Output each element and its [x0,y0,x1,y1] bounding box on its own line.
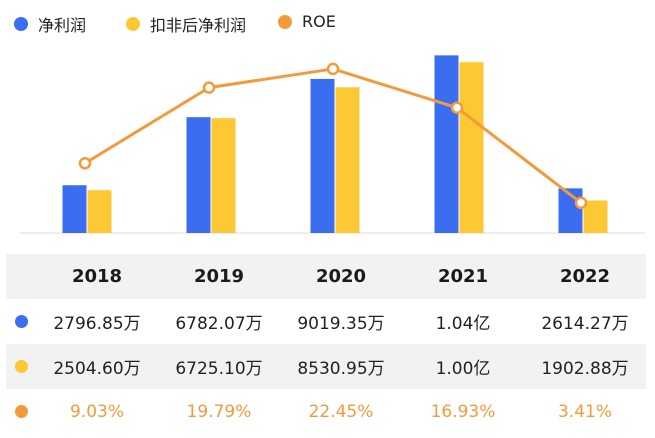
legend-label-net-profit: 净利润 [38,16,87,35]
legend-label-roe: ROE [302,12,336,31]
bar-deducted-profit-2022 [583,200,608,233]
table-cell: 2614.27万 [541,314,629,334]
table-cell: 2504.60万 [53,359,141,379]
table-cell: 1.00亿 [435,359,491,379]
table-cell: 8530.95万 [297,359,385,379]
roe-marker-dot [14,405,28,418]
table-header-2020: 2020 [315,266,367,287]
table-header-row: 2018 2019 2020 2021 2022 [6,254,646,299]
row-marker-roe [6,405,36,418]
bar-deducted-profit-2021 [459,62,484,234]
roe-point-2019 [202,81,216,94]
bar-deducted-profit-2020 [335,87,360,233]
bar-net-profit-2018 [62,185,87,233]
deducted-profit-marker-dot [14,360,28,373]
legend-item-roe[interactable]: ROE [278,12,336,31]
table-header-2022: 2022 [559,266,611,287]
table-cell: 16.93% [430,401,496,422]
table-row-net-profit: 2796.85万 6782.07万 9019.35万 1.04亿 2614.27… [6,299,646,344]
row-marker-deducted-profit [6,360,36,373]
table-cell: 22.45% [308,401,374,422]
table-cell: 19.79% [186,401,252,422]
roe-point-2021 [450,101,464,114]
legend-label-deducted-profit: 扣非后净利润 [150,16,247,35]
legend-item-deducted-profit[interactable]: 扣非后净利润 [126,12,246,36]
chart-legend: 净利润 扣非后净利润 ROE [0,0,655,44]
data-table: 2018 2019 2020 2021 2022 2796.85万 6782.0… [6,254,646,434]
legend-dot-roe [278,14,292,29]
table-cell: 9019.35万 [297,314,385,334]
profit-roe-chart [20,55,645,234]
table-cell: 6725.10万 [175,359,263,379]
net-profit-marker-dot [14,315,28,328]
table-row-deducted-profit: 2504.60万 6725.10万 8530.95万 1.00亿 1902.88… [6,344,646,389]
bar-net-profit-2019 [186,117,211,233]
bar-net-profit-2021 [434,55,459,234]
table-header-2018: 2018 [71,266,123,287]
table-cell: 3.41% [557,401,612,422]
table-header-2019: 2019 [193,266,245,287]
bar-net-profit-2020 [310,78,335,234]
table-cell: 2796.85万 [53,314,141,334]
row-marker-net-profit [6,315,36,328]
table-cell: 9.03% [69,401,124,422]
roe-point-2022 [574,196,588,210]
table-cell: 1902.88万 [541,359,629,379]
legend-dot-deducted-profit [126,17,140,31]
bar-deducted-profit-2019 [211,118,236,233]
legend-item-net-profit[interactable]: 净利润 [14,12,86,36]
table-cell: 6782.07万 [175,314,263,334]
roe-point-2020 [326,62,340,76]
table-cell: 1.04亿 [435,314,491,334]
table-row-roe: 9.03% 19.79% 22.45% 16.93% 3.41% [6,389,646,434]
roe-point-2018 [78,157,92,170]
table-header-2021: 2021 [437,266,489,287]
legend-dot-net-profit [14,17,28,31]
bar-deducted-profit-2018 [87,190,112,233]
